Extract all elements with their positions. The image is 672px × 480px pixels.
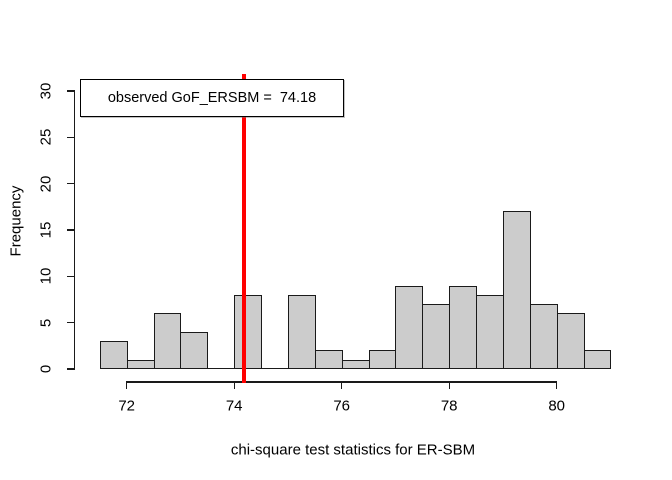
x-axis-tick [126, 381, 128, 390]
histogram-bar [287, 294, 316, 369]
y-tick-label: 25 [37, 128, 55, 146]
x-axis-tick [233, 381, 235, 390]
y-axis-tick [67, 229, 74, 231]
histogram-bar [341, 359, 370, 369]
y-axis-tick [67, 368, 74, 370]
x-axis-label: chi-square test statistics for ER-SBM [230, 441, 476, 459]
legend-text: observed GoF_ERSBM = 74.18 [107, 90, 317, 106]
histogram-bar [314, 350, 343, 369]
x-axis-tick [341, 381, 343, 390]
histogram-bar [529, 304, 558, 369]
histogram-bar [395, 285, 424, 369]
y-axis-tick [67, 182, 74, 185]
y-tick-label: 0 [37, 364, 55, 374]
y-tick-label: 15 [37, 221, 55, 239]
y-tick-label: 5 [37, 318, 55, 327]
histogram-bar [502, 211, 531, 369]
x-tick-label: 78 [440, 397, 458, 415]
histogram-bar [180, 331, 209, 369]
x-tick-label: 76 [333, 397, 351, 415]
histogram-bar [126, 359, 155, 369]
y-tick-label: 10 [37, 267, 55, 285]
x-axis-tick [448, 381, 450, 390]
histogram-bar [476, 294, 504, 369]
y-tick-label: 20 [37, 175, 55, 192]
histogram-bar [99, 341, 128, 369]
histogram-bar [234, 294, 263, 369]
observed-value-line [241, 74, 247, 383]
histogram-bar [153, 313, 182, 369]
x-tick-label: 80 [548, 397, 566, 415]
x-tick-label: 74 [225, 397, 243, 415]
y-axis-tick [67, 275, 74, 277]
y-axis-tick [67, 322, 74, 324]
histogram-bar [583, 350, 612, 369]
y-axis-tick [67, 136, 74, 138]
y-axis-label: Frequency [7, 185, 25, 257]
histogram-bar [449, 285, 478, 369]
y-tick-label: 30 [37, 82, 55, 100]
legend-box: observed GoF_ERSBM = 74.18 [80, 79, 344, 117]
histogram-bar [556, 313, 585, 369]
y-axis-tick [67, 90, 74, 92]
y-axis-line [73, 89, 76, 370]
x-tick-label: 72 [118, 397, 136, 415]
x-axis-tick [556, 381, 558, 390]
histogram-bar [368, 350, 397, 369]
histogram-bar [422, 304, 451, 369]
